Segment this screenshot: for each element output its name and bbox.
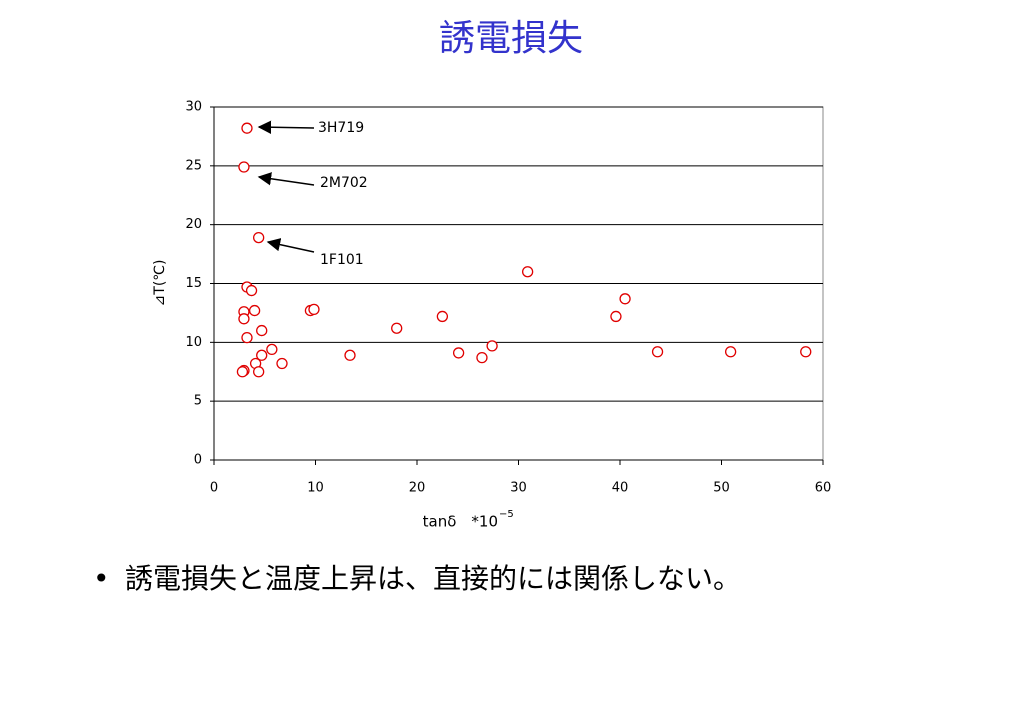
x-tick-label: 30: [510, 481, 527, 496]
x-axis-label-exponent: −5: [499, 509, 514, 520]
data-point: [800, 346, 812, 358]
data-point: [391, 322, 403, 334]
data-point: [610, 310, 622, 323]
annotation: 1F101: [320, 252, 364, 268]
annotation: 2M702: [320, 175, 368, 191]
x-tick-label: 10: [307, 481, 324, 496]
data-point: [436, 310, 449, 323]
data-point: [486, 340, 498, 352]
data-point: [245, 284, 258, 297]
data-point: [266, 343, 278, 356]
y-tick-label: 25: [185, 158, 202, 173]
data-point: [256, 324, 268, 337]
data-point: [619, 293, 631, 305]
y-tick-label: 15: [185, 276, 202, 291]
data-point: [452, 347, 465, 359]
y-tick-label: 10: [185, 335, 202, 350]
data-point: [248, 304, 261, 317]
data-point: [724, 346, 737, 358]
data-point: [344, 349, 356, 361]
annotation-arrow: [257, 120, 315, 134]
data-point: [238, 161, 250, 173]
data-point: [241, 122, 253, 134]
y-tick-label: 20: [185, 217, 202, 232]
y-tick-label: 30: [185, 100, 202, 115]
data-point: [238, 313, 250, 325]
data-point: [308, 303, 320, 316]
annotation-arrow: [266, 237, 315, 253]
slide-title: 誘電損失: [439, 18, 583, 59]
y-axis-label: ⊿T(℃): [152, 260, 168, 307]
annotation-arrow: [257, 172, 315, 186]
data-point: [256, 349, 268, 361]
data-point: [236, 366, 249, 378]
data-point: [276, 357, 288, 370]
y-tick-label: 0: [194, 453, 202, 468]
data-point: [253, 366, 265, 378]
x-tick-label: 40: [612, 481, 629, 496]
x-tick-label: 0: [210, 481, 218, 496]
data-point: [521, 266, 534, 278]
bullet-mark: •: [93, 562, 110, 595]
bullet-text: 誘電損失と温度上昇は、直接的には関係しない。: [125, 562, 741, 595]
data-point: [253, 231, 265, 244]
data-point: [241, 331, 253, 344]
x-tick-label: 20: [409, 481, 426, 496]
x-tick-label: 50: [713, 481, 730, 496]
x-axis-label: tanδ *10: [423, 513, 498, 531]
data-point: [651, 346, 664, 358]
data-point: [476, 351, 488, 364]
annotation: 3H719: [318, 120, 364, 136]
x-tick-label: 60: [815, 481, 832, 496]
y-tick-label: 5: [194, 394, 202, 409]
